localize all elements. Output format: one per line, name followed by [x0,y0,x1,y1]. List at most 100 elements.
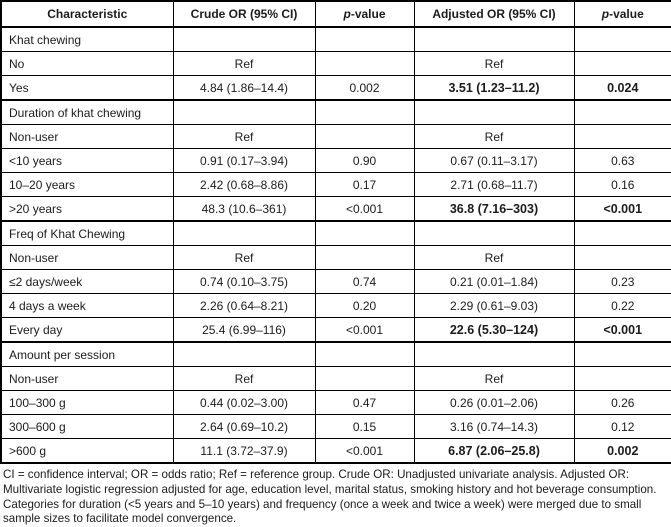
crude-or-cell: Ref [172,245,316,270]
row-label: ≤2 days/week [0,269,174,294]
row-label: Non-user [0,366,174,391]
adjusted-p-cell: 0.22 [573,293,671,318]
adjusted-or-cell: 6.87 (2.06–25.8) [413,438,575,464]
adjusted-or-cell: Ref [413,245,575,270]
crude-or-cell: 0.74 (0.10–3.75) [172,269,316,294]
section-label: Duration of khat chewing [0,99,174,125]
empty-cell [413,26,575,52]
table-row: Non-user Ref Ref [0,245,671,270]
adjusted-or-cell: 2.71 (0.68–11.7) [413,172,575,197]
adjusted-p-cell: <0.001 [573,317,671,343]
col-header-crude-or: Crude OR (95% CI) [172,0,316,28]
crude-p-cell [314,51,415,76]
empty-cell [314,341,415,367]
crude-or-cell: 0.91 (0.17–3.94) [172,148,316,173]
table-row: 100–300 g 0.44 (0.02–3.00) 0.47 0.26 (0.… [0,390,671,415]
adjusted-p-cell: 0.23 [573,269,671,294]
adjusted-p-cell: <0.001 [573,196,671,222]
row-label: Yes [0,75,174,101]
table-row: ≤2 days/week 0.74 (0.10–3.75) 0.74 0.21 … [0,269,671,294]
adjusted-p-cell: 0.63 [573,148,671,173]
section-header-row: Freq of Khat Chewing [0,220,671,246]
adjusted-or-cell: Ref [413,124,575,149]
crude-p-cell: <0.001 [314,317,415,343]
row-label: 100–300 g [0,390,174,415]
crude-p-cell: <0.001 [314,438,415,464]
empty-cell [413,99,575,125]
adjusted-or-cell: 3.51 (1.23–11.2) [413,75,575,101]
col-header-adjusted-pvalue: p-value [573,0,671,28]
adjusted-p-cell: 0.12 [573,414,671,439]
adjusted-or-cell: Ref [413,51,575,76]
empty-cell [172,99,316,125]
crude-p-cell: 0.74 [314,269,415,294]
table-row: >600 g 11.1 (3.72–37.9) <0.001 6.87 (2.0… [0,438,671,464]
table-row: 4 days a week 2.26 (0.64–8.21) 0.20 2.29… [0,293,671,318]
crude-or-cell: 48.3 (10.6–361) [172,196,316,222]
adjusted-p-cell [573,51,671,76]
table-row: 10–20 years 2.42 (0.68–8.86) 0.17 2.71 (… [0,172,671,197]
crude-or-cell: Ref [172,124,316,149]
empty-cell [573,99,671,125]
section-header-row: Amount per session [0,341,671,367]
section-label: Khat chewing [0,26,174,52]
section-header-row: Duration of khat chewing [0,99,671,125]
section-header-row: Khat chewing [0,26,671,52]
crude-p-cell [314,366,415,391]
section-label: Amount per session [0,341,174,367]
table-row: <10 years 0.91 (0.17–3.94) 0.90 0.67 (0.… [0,148,671,173]
section-label: Freq of Khat Chewing [0,220,174,246]
col-header-adjusted-or: Adjusted OR (95% CI) [413,0,575,28]
empty-cell [413,220,575,246]
crude-p-cell: 0.002 [314,75,415,101]
adjusted-or-cell: 22.6 (5.30–124) [413,317,575,343]
adjusted-p-cell: 0.16 [573,172,671,197]
adjusted-p-cell [573,124,671,149]
crude-p-cell: 0.90 [314,148,415,173]
col-header-crude-pvalue: p-value [314,0,415,28]
empty-cell [314,26,415,52]
table-row: Yes 4.84 (1.86–14.4) 0.002 3.51 (1.23–11… [0,75,671,101]
table-row: >20 years 48.3 (10.6–361) <0.001 36.8 (7… [0,196,671,222]
crude-or-cell: 11.1 (3.72–37.9) [172,438,316,464]
adjusted-or-cell: 0.26 (0.01–2.06) [413,390,575,415]
crude-p-cell [314,124,415,149]
empty-cell [573,26,671,52]
col-header-characteristic: Characteristic [0,0,174,28]
crude-or-cell: Ref [172,366,316,391]
adjusted-p-cell: 0.26 [573,390,671,415]
row-label: Every day [0,317,174,343]
empty-cell [172,341,316,367]
row-label: >20 years [0,196,174,222]
row-label: >600 g [0,438,174,464]
adjusted-p-cell [573,366,671,391]
row-label: <10 years [0,148,174,173]
crude-or-cell: 0.44 (0.02–3.00) [172,390,316,415]
table-footnote: CI = confidence interval; OR = odds rati… [3,468,657,526]
odds-ratio-table: Characteristic Crude OR (95% CI) p-value… [0,0,671,464]
crude-p-cell: 0.20 [314,293,415,318]
table-row: Every day 25.4 (6.99–116) <0.001 22.6 (5… [0,317,671,343]
adjusted-or-cell: 0.67 (0.11–3.17) [413,148,575,173]
adjusted-or-cell: 3.16 (0.74–14.3) [413,414,575,439]
adjusted-p-cell: 0.002 [573,438,671,464]
empty-cell [573,341,671,367]
empty-cell [172,220,316,246]
row-label: No [0,51,174,76]
crude-p-cell: 0.47 [314,390,415,415]
crude-or-cell: 4.84 (1.86–14.4) [172,75,316,101]
crude-or-cell: 2.42 (0.68–8.86) [172,172,316,197]
adjusted-or-cell: 2.29 (0.61–9.03) [413,293,575,318]
row-label: Non-user [0,245,174,270]
empty-cell [172,26,316,52]
row-label: 300–600 g [0,414,174,439]
table-header-row: Characteristic Crude OR (95% CI) p-value… [0,0,671,28]
adjusted-p-cell [573,245,671,270]
adjusted-or-cell: 0.21 (0.01–1.84) [413,269,575,294]
row-label: 4 days a week [0,293,174,318]
empty-cell [314,99,415,125]
table-row: Non-user Ref Ref [0,366,671,391]
row-label: Non-user [0,124,174,149]
crude-or-cell: 2.64 (0.69–10.2) [172,414,316,439]
